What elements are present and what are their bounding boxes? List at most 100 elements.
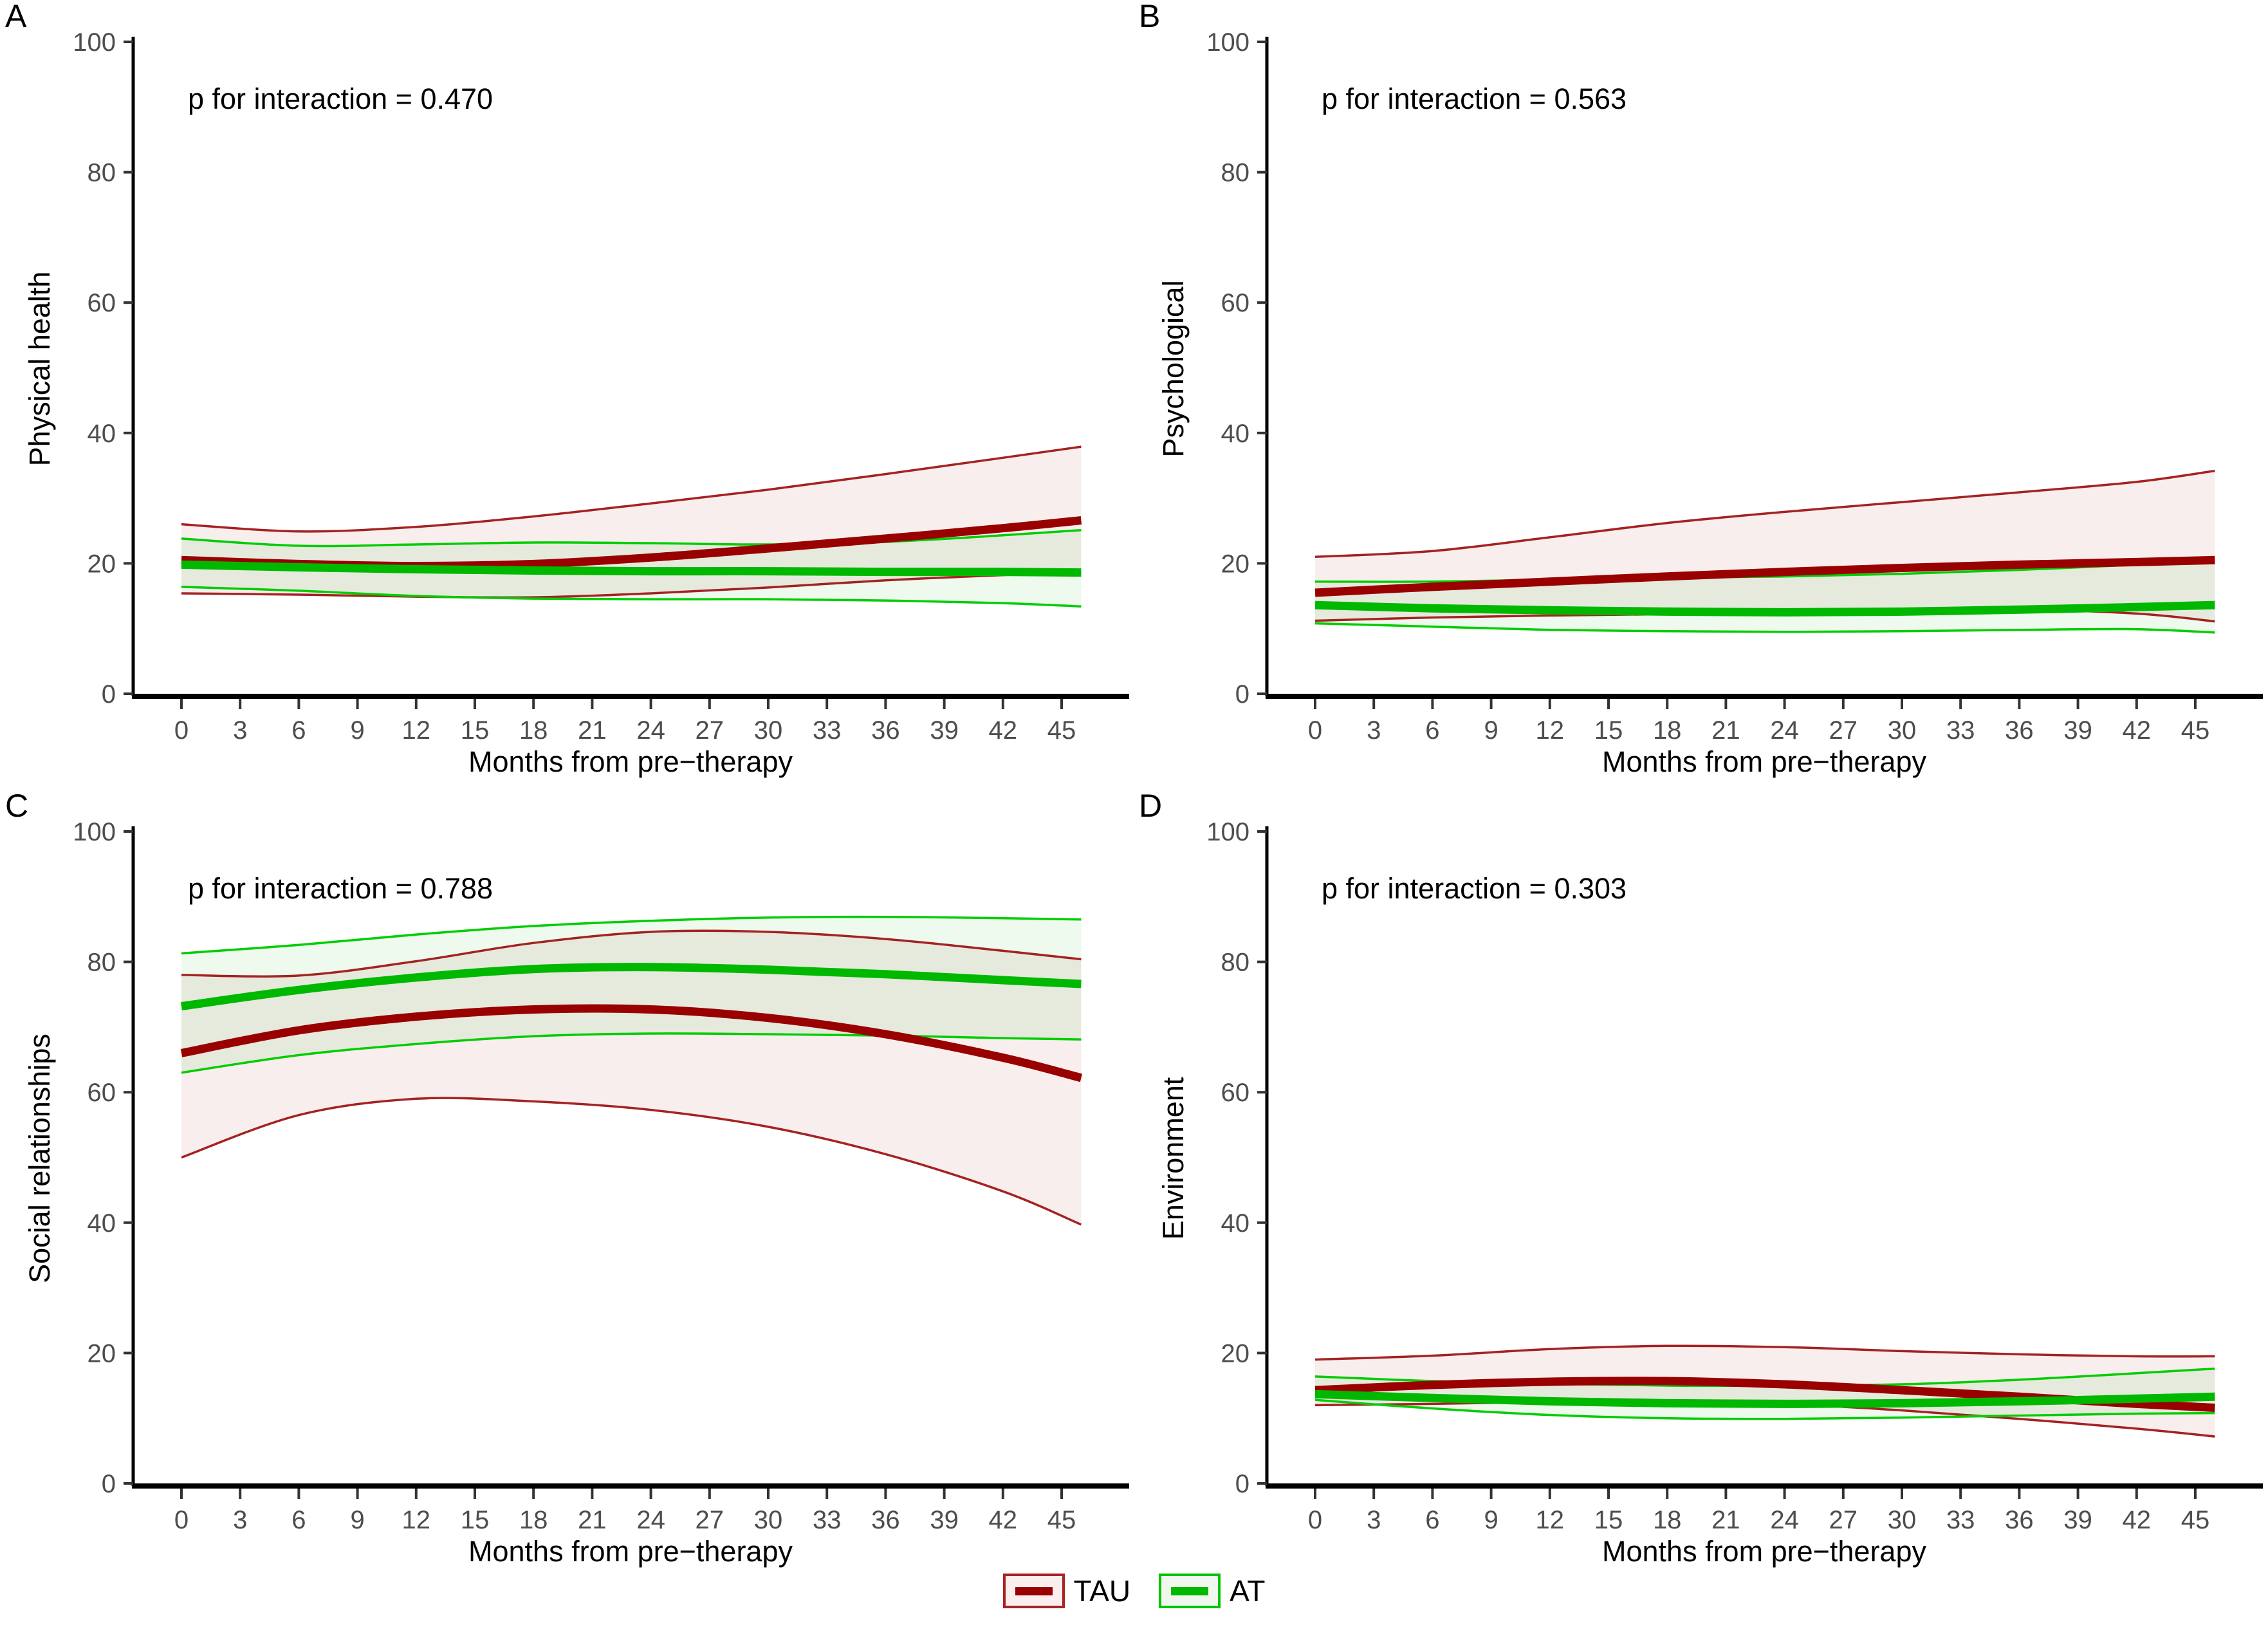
x-tick-label: 6	[291, 716, 306, 745]
x-tick-label: 39	[930, 716, 959, 745]
y-tick-label: 20	[88, 1339, 116, 1368]
x-tick-label: 9	[350, 1506, 364, 1534]
x-tick-label: 12	[402, 716, 431, 745]
x-tick-label: 24	[636, 716, 665, 745]
x-tick-label: 45	[2181, 1506, 2210, 1534]
x-tick-label: 30	[1888, 716, 1917, 745]
y-tick-label: 100	[1206, 28, 1249, 57]
x-tick-label: 27	[1829, 716, 1858, 745]
tau-ribbon	[1315, 1346, 2215, 1437]
x-tick-label: 33	[813, 1506, 842, 1534]
x-tick-label: 36	[2005, 716, 2034, 745]
y-tick-label: 40	[88, 1209, 116, 1238]
x-tick-label: 18	[519, 1506, 548, 1534]
at-ci-lower-line	[181, 586, 1082, 608]
at-ci-upper-line	[181, 528, 1082, 548]
p-value-annotation: p for interaction = 0.303	[1322, 872, 1627, 905]
tau-ci-upper-line	[1314, 469, 2215, 559]
tau-ci-lower-line	[181, 1097, 1082, 1226]
x-tick-label: 15	[1594, 1506, 1623, 1534]
x-tick-label: 3	[1367, 1506, 1381, 1534]
y-tick-label: 60	[1221, 289, 1250, 317]
x-tick-label: 45	[1047, 716, 1076, 745]
x-tick-label: 27	[696, 1506, 724, 1534]
x-tick-label: 45	[1047, 1506, 1076, 1534]
x-tick-label: 45	[2181, 716, 2210, 745]
panel-letter: B	[1139, 0, 1161, 34]
y-tick-label: 100	[73, 818, 116, 846]
x-axis-title: Months from pre−therapy	[468, 1535, 793, 1568]
tau-line	[1314, 555, 2215, 597]
x-axis-title: Months from pre−therapy	[1602, 745, 1926, 778]
at-line	[181, 560, 1082, 577]
y-tick-label: 20	[1221, 1339, 1250, 1368]
tau-line-swatch	[1015, 1586, 1053, 1595]
x-tick-label: 9	[1484, 716, 1498, 745]
x-tick-label: 0	[1308, 716, 1322, 745]
tau-ci-upper-line	[181, 445, 1082, 533]
x-tick-label: 0	[174, 1506, 189, 1534]
p-value-annotation: p for interaction = 0.788	[188, 872, 493, 905]
x-tick-label: 21	[578, 1506, 607, 1534]
x-tick-label: 36	[871, 716, 900, 745]
y-tick-label: 60	[88, 1079, 116, 1107]
x-tick-label: 3	[1367, 716, 1381, 745]
y-tick-label: 40	[88, 420, 116, 448]
x-axis-title: Months from pre−therapy	[468, 745, 793, 778]
x-tick-label: 36	[871, 1506, 900, 1534]
x-tick-label: 36	[2005, 1506, 2034, 1534]
y-tick-label: 80	[1221, 159, 1250, 187]
legend-label-tau: TAU	[1073, 1574, 1131, 1608]
legend: TAU AT	[0, 1565, 2268, 1617]
x-tick-label: 0	[174, 716, 189, 745]
y-tick-label: 0	[102, 680, 116, 709]
y-tick-label: 60	[1221, 1079, 1250, 1107]
at-ci-lower-line	[181, 1032, 1082, 1074]
x-tick-label: 24	[1770, 716, 1799, 745]
x-tick-label: 12	[402, 1506, 431, 1534]
p-value-annotation: p for interaction = 0.563	[1322, 82, 1627, 115]
panel-psychological: B Psychological p for interaction = 0.56…	[1134, 0, 2267, 790]
x-tick-label: 42	[2123, 1506, 2152, 1534]
x-tick-label: 12	[1536, 716, 1565, 745]
at-ci-upper-line	[181, 915, 1082, 955]
legend-key-tau-icon	[1002, 1574, 1065, 1608]
legend-label-at: AT	[1230, 1574, 1266, 1608]
at-line	[181, 963, 1082, 1010]
x-tick-label: 39	[930, 1506, 959, 1534]
x-tick-label: 6	[1425, 1506, 1439, 1534]
x-tick-label: 3	[233, 716, 247, 745]
x-tick-label: 33	[1946, 1506, 1975, 1534]
x-tick-label: 21	[1711, 716, 1740, 745]
y-tick-label: 100	[1206, 818, 1249, 846]
x-tick-label: 30	[1888, 1506, 1917, 1534]
legend-key-at-icon	[1159, 1574, 1221, 1608]
x-tick-label: 24	[636, 1506, 665, 1534]
at-ci-lower-line	[1314, 1398, 2215, 1420]
x-tick-label: 6	[291, 1506, 306, 1534]
x-tick-label: 18	[1653, 716, 1682, 745]
tau-ci-upper-line	[1314, 1344, 2215, 1361]
x-tick-label: 42	[989, 1506, 1018, 1534]
panel-social-relationships: C Social relationships p for interaction…	[0, 788, 1134, 1580]
y-tick-label: 100	[73, 28, 116, 57]
x-tick-label: 27	[696, 716, 724, 745]
tau-ribbon	[181, 447, 1082, 598]
x-tick-label: 15	[461, 716, 490, 745]
tau-ci-upper-line	[181, 929, 1082, 978]
x-tick-label: 9	[350, 716, 364, 745]
y-tick-label: 40	[1221, 1209, 1250, 1238]
y-tick-label: 0	[102, 1470, 116, 1498]
tau-ci-lower-line	[181, 571, 1082, 599]
x-tick-label: 15	[1594, 716, 1623, 745]
x-tick-label: 15	[461, 1506, 490, 1534]
x-tick-label: 0	[1308, 1506, 1322, 1534]
p-value-annotation: p for interaction = 0.470	[188, 82, 493, 115]
panel-letter: A	[5, 0, 27, 34]
at-line	[1314, 600, 2215, 617]
x-tick-label: 21	[1711, 1506, 1740, 1534]
